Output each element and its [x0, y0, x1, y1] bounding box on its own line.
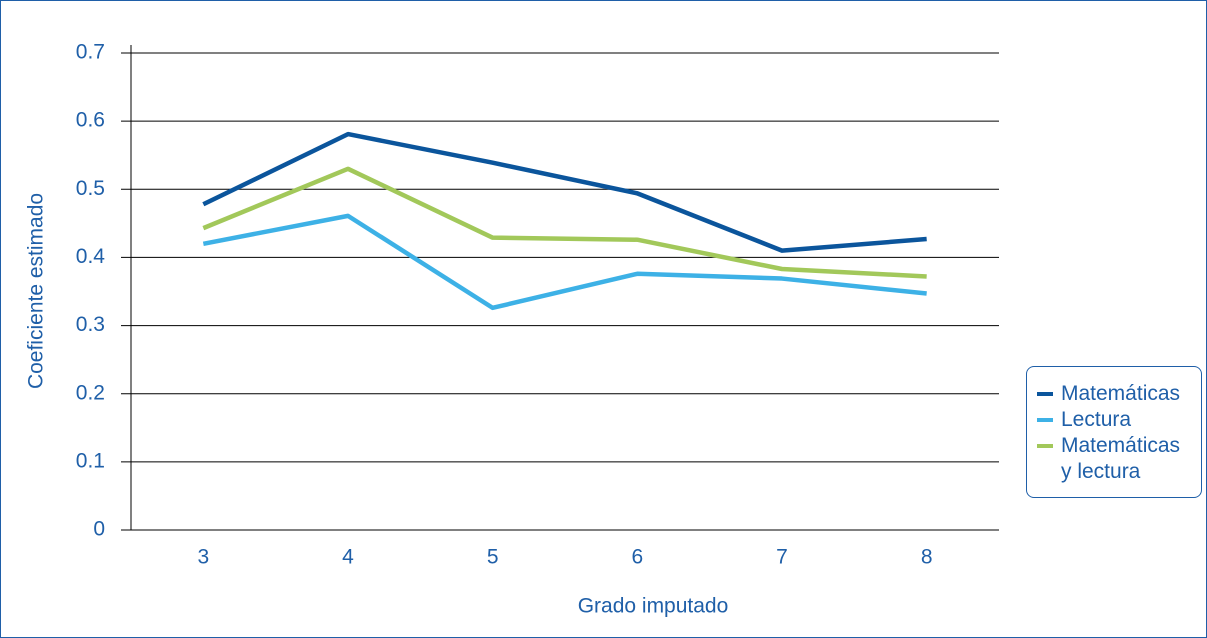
legend-swatch	[1037, 418, 1053, 422]
y-tick-label: 0.2	[76, 381, 105, 404]
y-tick-label: 0	[93, 518, 105, 541]
legend-swatch	[1037, 392, 1053, 396]
y-tick-label: 0.5	[76, 177, 105, 200]
legend-item: Matemáticas	[1037, 381, 1195, 407]
y-tick-label: 0.1	[76, 449, 105, 472]
x-tick-label: 7	[776, 546, 788, 569]
x-tick-label: 4	[342, 546, 354, 569]
legend-swatch	[1037, 444, 1053, 448]
x-tick-label: 5	[487, 546, 499, 569]
y-tick-label: 0.3	[76, 313, 105, 336]
legend-item: Matemáticas y lectura	[1037, 433, 1195, 485]
series-line	[202, 213, 927, 311]
x-axis-label: Grado imputado	[578, 595, 729, 618]
y-axis-label: Coeficiente estimado	[25, 193, 48, 389]
legend-item: Lectura	[1037, 407, 1195, 433]
legend-label: Matemáticas y lectura	[1061, 434, 1181, 483]
series-line	[202, 131, 927, 253]
y-tick-label: 0.6	[76, 109, 105, 132]
x-tick-label: 8	[921, 546, 933, 569]
legend: Matemáticas Lectura Matemáticas y lectura	[1026, 366, 1202, 498]
legend-label: Matemáticas	[1061, 382, 1181, 405]
legend-label: Lectura	[1061, 408, 1132, 431]
y-tick-label: 0.7	[76, 41, 105, 64]
x-tick-label: 3	[197, 546, 209, 569]
y-tick-label: 0.4	[76, 245, 106, 268]
x-tick-label: 6	[631, 546, 643, 569]
series-line	[202, 166, 927, 279]
